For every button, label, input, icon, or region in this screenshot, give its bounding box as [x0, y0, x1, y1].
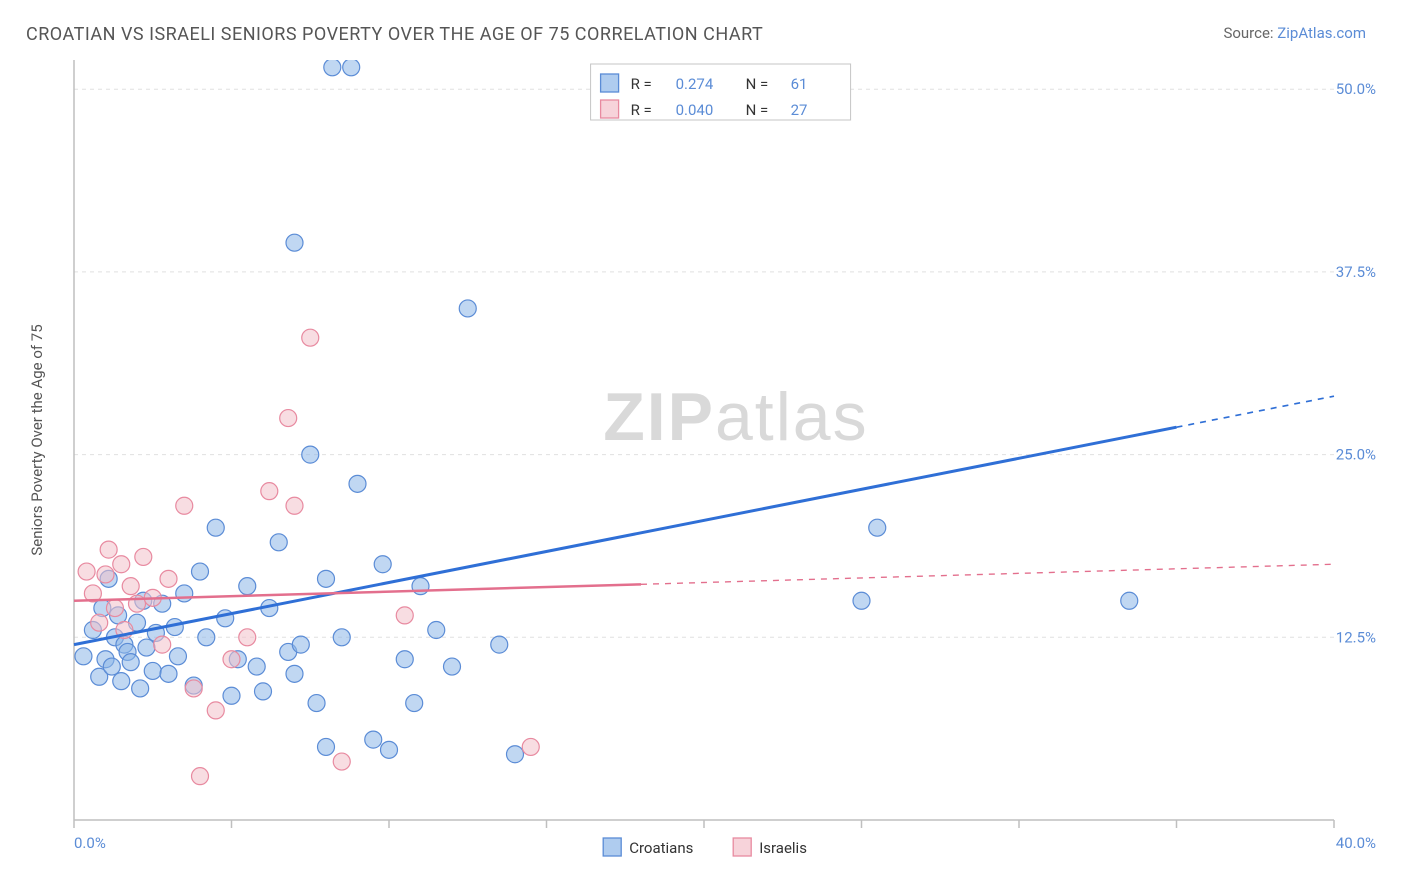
data-point — [185, 680, 202, 697]
data-point — [343, 60, 360, 76]
data-point — [286, 665, 303, 682]
y-tick-label: 25.0% — [1336, 446, 1376, 464]
data-point — [869, 519, 886, 536]
data-point — [144, 662, 161, 679]
trend-line-dashed — [1177, 396, 1335, 427]
data-point — [160, 570, 177, 587]
legend-swatch — [601, 100, 619, 118]
data-point — [75, 648, 92, 665]
data-point — [333, 753, 350, 770]
data-point — [223, 651, 240, 668]
bottom-legend-label: Israelis — [759, 839, 807, 857]
data-point — [132, 680, 149, 697]
legend-r-value: 0.274 — [676, 75, 714, 93]
data-point — [428, 622, 445, 639]
data-point — [853, 592, 870, 609]
data-point — [365, 731, 382, 748]
y-tick-label: 50.0% — [1336, 80, 1376, 98]
data-point — [207, 702, 224, 719]
data-point — [198, 629, 215, 646]
legend-n-value: 61 — [791, 75, 808, 93]
data-point — [302, 329, 319, 346]
legend-r-label: R = — [631, 101, 652, 119]
bottom-legend-swatch — [733, 838, 751, 856]
data-point — [78, 563, 95, 580]
data-point — [491, 636, 508, 653]
legend-n-label: N = — [746, 101, 769, 119]
data-point — [122, 578, 139, 595]
data-point — [270, 534, 287, 551]
data-point — [169, 648, 186, 665]
data-point — [318, 738, 335, 755]
data-point — [239, 629, 256, 646]
data-point — [255, 683, 272, 700]
data-point — [103, 658, 120, 675]
data-point — [91, 614, 108, 631]
data-point — [318, 570, 335, 587]
data-point — [308, 695, 325, 712]
source-link[interactable]: ZipAtlas.com — [1277, 24, 1366, 42]
data-point — [349, 475, 366, 492]
data-point — [192, 768, 209, 785]
data-point — [207, 519, 224, 536]
data-point — [106, 600, 123, 617]
scatter-chart: 12.5% 25.0% 37.5% 50.0% ZIPatlas 0.0% 40.0% Sen… — [26, 60, 1380, 872]
data-point — [280, 410, 297, 427]
data-point — [113, 673, 130, 690]
trend-line-dashed — [641, 564, 1334, 584]
stats-legend — [591, 64, 851, 120]
data-point — [381, 741, 398, 758]
x-tick-label: 40.0% — [1336, 834, 1376, 852]
chart-title: CROATIAN VS ISRAELI SENIORS POVERTY OVER… — [26, 24, 763, 45]
data-point — [248, 658, 265, 675]
data-point — [396, 607, 413, 624]
data-point — [396, 651, 413, 668]
legend-r-value: 0.040 — [676, 101, 714, 119]
data-point — [286, 497, 303, 514]
data-point — [522, 738, 539, 755]
bottom-legend-swatch — [603, 838, 621, 856]
legend-r-label: R = — [631, 75, 652, 93]
trend-line — [74, 427, 1177, 644]
y-tick-label: 37.5% — [1336, 263, 1376, 281]
bottom-legend-label: Croatians — [629, 839, 693, 857]
data-point — [100, 541, 117, 558]
data-point — [97, 566, 114, 583]
data-point — [302, 446, 319, 463]
data-point — [223, 687, 240, 704]
source-label: Source: — [1223, 24, 1273, 42]
data-point — [459, 300, 476, 317]
source-attribution: Source: ZipAtlas.com — [1223, 24, 1366, 42]
data-point — [507, 746, 524, 763]
data-point — [113, 556, 130, 573]
data-point — [192, 563, 209, 580]
y-tick-label: 12.5% — [1336, 628, 1376, 646]
data-point — [160, 665, 177, 682]
data-point — [176, 497, 193, 514]
data-point — [406, 695, 423, 712]
y-axis-label: Seniors Poverty Over the Age of 75 — [28, 324, 46, 555]
legend-swatch — [601, 74, 619, 92]
legend-n-label: N = — [746, 75, 769, 93]
data-point — [333, 629, 350, 646]
data-point — [138, 639, 155, 656]
data-point — [261, 483, 278, 500]
x-tick-label: 0.0% — [74, 834, 106, 852]
data-point — [286, 234, 303, 251]
data-point — [324, 60, 341, 76]
data-point — [292, 636, 309, 653]
chart-container: 12.5% 25.0% 37.5% 50.0% ZIPatlas 0.0% 40.0% Sen… — [26, 60, 1380, 872]
data-point — [239, 578, 256, 595]
data-point — [444, 658, 461, 675]
watermark: ZIPatlas — [603, 379, 868, 455]
legend-n-value: 27 — [791, 101, 808, 119]
data-point — [122, 654, 139, 671]
data-point — [374, 556, 391, 573]
data-point — [1121, 592, 1138, 609]
data-point — [176, 585, 193, 602]
data-point — [135, 548, 152, 565]
data-point — [154, 636, 171, 653]
